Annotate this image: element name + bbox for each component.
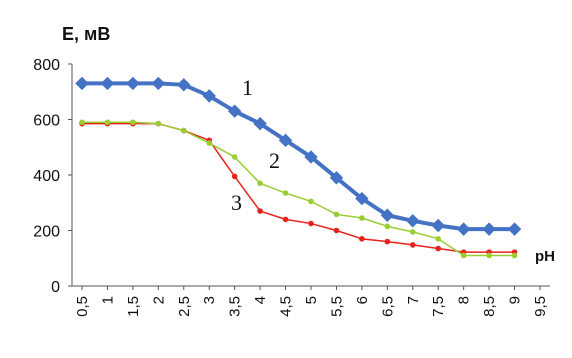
data-point-1 bbox=[329, 171, 344, 185]
x-tick-label: 7,5 bbox=[430, 296, 447, 317]
data-point-1 bbox=[75, 76, 89, 91]
data-point-1 bbox=[227, 104, 242, 118]
x-tick-label: 7 bbox=[405, 296, 422, 304]
data-point-2 bbox=[359, 215, 365, 221]
y-tick-label: 800 bbox=[33, 57, 60, 74]
x-tick-label: 9,5 bbox=[532, 296, 549, 317]
data-point-2 bbox=[206, 140, 213, 146]
data-point-1 bbox=[507, 222, 522, 236]
x-tick-label: 1 bbox=[99, 296, 116, 304]
data-point-1 bbox=[202, 89, 216, 103]
data-point-2 bbox=[409, 229, 416, 235]
x-tick-label: 3,5 bbox=[227, 296, 244, 317]
y-tick-label: 600 bbox=[33, 113, 60, 130]
data-point-1 bbox=[380, 208, 395, 222]
data-point-1 bbox=[482, 222, 496, 236]
x-axis-label: pH bbox=[535, 248, 555, 265]
y-tick-label: 0 bbox=[51, 279, 60, 296]
data-point-3 bbox=[308, 220, 314, 227]
x-tick-label: 8,5 bbox=[481, 296, 498, 317]
data-point-2 bbox=[384, 223, 391, 230]
series-line-2 bbox=[82, 121, 515, 257]
x-tick-label: 5,5 bbox=[328, 296, 345, 317]
data-point-2 bbox=[282, 190, 289, 196]
data-point-2 bbox=[511, 252, 518, 259]
series-label-2: 2 bbox=[269, 148, 280, 173]
x-tick-label: 1,5 bbox=[125, 296, 142, 317]
data-point-1 bbox=[177, 78, 191, 92]
data-point-2 bbox=[486, 252, 492, 259]
data-point-2 bbox=[333, 211, 340, 218]
data-point-2 bbox=[308, 198, 314, 205]
y-tick-label: 200 bbox=[33, 224, 60, 241]
x-tick-label: 9 bbox=[507, 296, 524, 304]
x-tick-label: 4 bbox=[252, 296, 269, 304]
series-line-1 bbox=[82, 81, 515, 232]
series-1 bbox=[75, 76, 522, 236]
data-point-1 bbox=[100, 76, 115, 91]
data-point-1 bbox=[304, 150, 318, 164]
data-point-2 bbox=[155, 120, 162, 127]
x-tick-label: 5 bbox=[303, 296, 320, 304]
data-point-2 bbox=[231, 154, 238, 160]
data-point-2 bbox=[104, 119, 111, 126]
data-point-1 bbox=[151, 76, 166, 91]
series-label-1: 1 bbox=[242, 75, 253, 100]
series-3 bbox=[79, 120, 518, 255]
data-point-2 bbox=[460, 252, 467, 259]
data-point-2 bbox=[435, 236, 442, 242]
x-tick-label: 3 bbox=[201, 296, 218, 304]
data-point-1 bbox=[278, 133, 293, 148]
data-point-3 bbox=[333, 227, 340, 234]
data-point-1 bbox=[406, 214, 420, 228]
data-point-2 bbox=[180, 127, 187, 134]
x-tick-label: 2 bbox=[150, 296, 167, 304]
x-tick-label: 8 bbox=[456, 296, 473, 304]
x-tick-label: 6 bbox=[354, 296, 371, 304]
data-point-1 bbox=[253, 116, 267, 131]
data-point-2 bbox=[257, 180, 263, 187]
x-tick-label: 4,5 bbox=[278, 296, 295, 317]
series-label-3: 3 bbox=[231, 190, 242, 215]
data-point-2 bbox=[79, 119, 85, 126]
x-tick-label: 0,5 bbox=[74, 296, 91, 317]
data-point-1 bbox=[355, 191, 369, 206]
data-point-3 bbox=[231, 173, 238, 180]
data-point-1 bbox=[126, 76, 140, 91]
data-point-1 bbox=[456, 222, 471, 236]
data-point-2 bbox=[130, 119, 136, 126]
data-point-1 bbox=[431, 218, 445, 233]
data-point-3 bbox=[409, 242, 416, 248]
y-tick-label: 400 bbox=[33, 168, 60, 185]
data-point-3 bbox=[435, 245, 442, 252]
x-tick-label: 2,5 bbox=[176, 296, 193, 317]
series-line-3 bbox=[82, 122, 515, 253]
data-point-3 bbox=[384, 238, 391, 245]
x-tick-label: 6,5 bbox=[379, 296, 396, 317]
data-point-3 bbox=[359, 236, 365, 242]
data-point-3 bbox=[257, 208, 263, 214]
series-2 bbox=[79, 119, 518, 259]
data-point-3 bbox=[282, 216, 289, 223]
y-axis-label: E, мВ bbox=[62, 24, 110, 44]
